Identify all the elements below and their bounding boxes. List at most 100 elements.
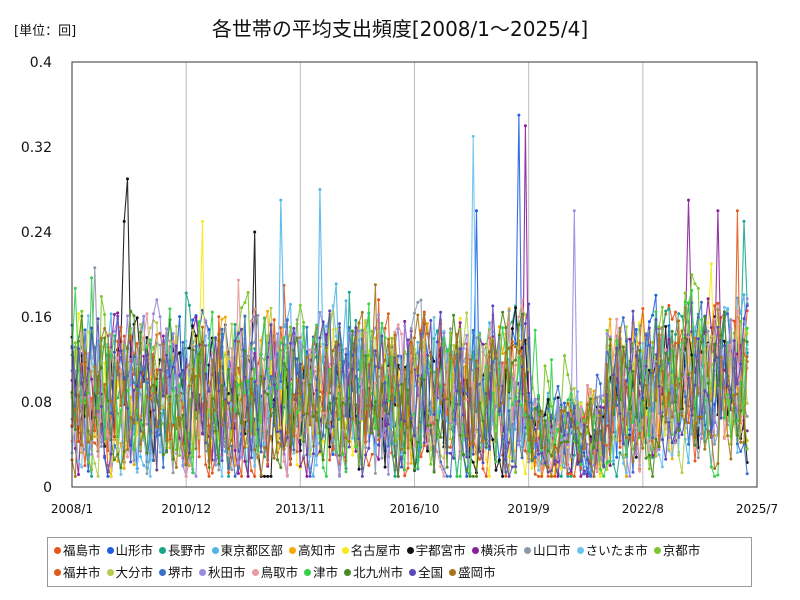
legend-label: 山形市	[115, 543, 154, 558]
data-point	[201, 325, 204, 329]
legend-item: 山形市	[106, 540, 154, 562]
data-point	[713, 414, 717, 418]
data-point	[360, 310, 364, 314]
data-point	[657, 448, 661, 452]
data-point	[523, 449, 527, 453]
data-point	[282, 447, 286, 451]
data-point	[77, 339, 80, 343]
data-point	[598, 413, 602, 417]
legend-label: 高知市	[298, 543, 336, 558]
data-point	[230, 438, 234, 442]
data-point	[99, 295, 103, 298]
data-point	[683, 395, 687, 399]
data-point	[706, 329, 710, 333]
data-point	[347, 445, 351, 449]
data-point	[86, 469, 90, 473]
data-point	[256, 456, 260, 460]
data-point	[501, 352, 505, 356]
data-point	[377, 433, 381, 437]
data-point	[119, 404, 123, 407]
data-point	[426, 446, 429, 450]
data-point	[119, 368, 123, 372]
data-point	[533, 455, 537, 459]
data-point	[693, 443, 697, 447]
data-point	[390, 442, 394, 446]
data-point	[409, 461, 413, 465]
data-point	[523, 373, 527, 377]
data-point	[488, 447, 491, 451]
data-point	[344, 436, 348, 440]
data-point	[230, 444, 234, 448]
data-point	[677, 319, 681, 323]
data-point	[390, 348, 394, 352]
data-point	[161, 334, 165, 338]
data-point	[687, 335, 690, 339]
data-point	[148, 474, 152, 478]
data-point	[96, 413, 100, 417]
data-point	[99, 405, 103, 408]
data-point	[497, 333, 501, 337]
data-point	[448, 474, 452, 478]
data-point	[240, 360, 244, 364]
data-point	[621, 461, 625, 465]
data-point	[73, 393, 77, 397]
data-point	[171, 332, 175, 335]
data-point	[204, 319, 208, 323]
data-point	[272, 318, 276, 322]
data-point	[207, 405, 211, 409]
data-point	[523, 322, 527, 326]
data-point	[413, 336, 416, 340]
data-point	[370, 452, 374, 456]
data-point	[383, 401, 387, 405]
data-point	[122, 450, 126, 453]
data-point	[354, 403, 358, 407]
data-point	[713, 317, 717, 321]
data-point	[334, 340, 338, 344]
data-point	[517, 113, 521, 117]
data-point	[445, 363, 449, 367]
data-point	[207, 328, 211, 332]
data-point	[272, 407, 276, 411]
data-point	[269, 375, 273, 378]
data-point	[638, 348, 642, 352]
data-point	[605, 457, 609, 461]
data-point	[448, 331, 452, 335]
data-point	[187, 384, 191, 388]
data-point	[579, 432, 583, 436]
data-point	[116, 361, 120, 365]
data-point	[383, 336, 387, 340]
data-point	[739, 409, 743, 413]
data-point	[103, 336, 107, 340]
legend: 福島市 山形市 長野市 東京都区部 高知市 名古屋市 宇都宮市 横浜市 山口市 さいたま市 京都市福…	[47, 537, 752, 587]
data-point	[214, 429, 217, 433]
data-point	[276, 386, 279, 390]
data-point	[667, 420, 671, 424]
data-point	[520, 456, 524, 460]
data-point	[393, 474, 397, 478]
data-point	[269, 323, 273, 327]
data-point	[582, 447, 586, 451]
data-point	[292, 400, 296, 404]
data-point	[396, 354, 400, 358]
data-point	[422, 351, 426, 354]
data-point	[680, 414, 684, 417]
data-point	[461, 452, 465, 456]
data-point	[598, 468, 602, 471]
data-point	[93, 416, 97, 420]
data-point	[592, 446, 596, 450]
data-point	[735, 419, 739, 423]
data-point	[129, 383, 133, 387]
data-point	[693, 325, 697, 329]
legend-label: 北九州市	[353, 565, 404, 580]
data-point	[236, 379, 240, 382]
data-point	[709, 361, 713, 365]
data-point	[690, 413, 694, 417]
data-point	[126, 455, 129, 459]
data-point	[559, 474, 563, 478]
data-point	[142, 463, 146, 467]
data-point	[86, 366, 90, 370]
data-point	[628, 408, 632, 411]
data-point	[357, 462, 361, 466]
data-point	[122, 377, 126, 381]
data-point	[439, 310, 443, 314]
